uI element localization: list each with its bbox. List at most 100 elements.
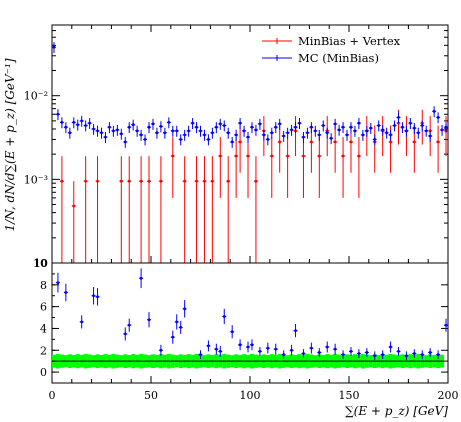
- data-point: [246, 345, 250, 349]
- data-point: [377, 124, 381, 127]
- main-y-ticks: 10 10⁻³ 10⁻²: [24, 24, 448, 270]
- data-point: [357, 352, 361, 355]
- data-point: [230, 330, 234, 334]
- data-point: [365, 129, 369, 133]
- data-point: [84, 124, 88, 127]
- data-point: [341, 353, 345, 357]
- series-minbias-vertex: [59, 109, 449, 263]
- data-point: [393, 124, 396, 127]
- data-point: [333, 347, 337, 351]
- data-point: [408, 121, 412, 125]
- legend-label-minbias-vertex: MinBias + Vertex: [298, 34, 401, 48]
- data-point: [96, 129, 99, 133]
- data-point: [80, 320, 84, 324]
- data-point: [175, 129, 179, 133]
- x-axis-label: ∑(E + p_z) [GeV]: [345, 404, 448, 418]
- data-point: [127, 323, 131, 327]
- data-point: [349, 125, 353, 129]
- data-point: [317, 351, 321, 354]
- data-point: [238, 343, 242, 347]
- data-point: [428, 351, 432, 354]
- data-point: [104, 135, 107, 139]
- data-point: [92, 294, 95, 298]
- data-point: [349, 140, 353, 144]
- ratio-y-tick-label: 2: [40, 344, 47, 357]
- data-point: [365, 351, 369, 354]
- data-point: [147, 125, 151, 129]
- data-point: [171, 129, 175, 133]
- data-point: [238, 140, 242, 144]
- data-point: [171, 154, 175, 158]
- data-point: [266, 138, 270, 141]
- ratio-y-tick-label: 0: [40, 366, 47, 379]
- data-point: [274, 125, 278, 129]
- ratio-y-ticks: 0 2 4 6 8 10: [33, 257, 448, 384]
- data-point: [127, 179, 131, 183]
- data-point: [389, 140, 392, 144]
- data-point: [341, 125, 345, 129]
- data-point: [68, 131, 72, 135]
- data-point: [357, 154, 361, 158]
- x-tick-label: 50: [144, 389, 158, 402]
- data-point: [119, 179, 123, 183]
- data-point: [139, 276, 143, 280]
- data-point: [333, 122, 337, 126]
- data-point: [258, 122, 262, 126]
- data-point: [234, 133, 238, 137]
- data-point: [183, 179, 187, 183]
- data-point: [183, 307, 187, 311]
- data-point: [432, 109, 436, 113]
- data-point: [258, 349, 262, 353]
- data-point: [218, 154, 222, 158]
- data-point: [203, 179, 206, 183]
- data-point: [250, 125, 254, 129]
- data-point: [135, 129, 139, 133]
- data-point: [218, 349, 222, 353]
- data-point: [401, 125, 404, 129]
- data-point: [199, 129, 202, 133]
- data-point: [361, 133, 365, 137]
- data-point: [147, 318, 151, 322]
- legend: MinBias + Vertex MC (MinBias): [262, 34, 401, 65]
- data-point: [191, 121, 194, 125]
- data-point: [139, 133, 143, 137]
- data-point: [250, 343, 254, 347]
- data-point: [282, 134, 286, 138]
- data-point: [345, 133, 349, 137]
- main-x-ticks: [51, 25, 449, 263]
- data-point: [298, 121, 301, 125]
- data-point: [381, 128, 385, 132]
- data-point: [143, 138, 147, 141]
- data-point: [127, 125, 131, 129]
- data-point: [84, 179, 88, 183]
- ratio-y-tick-label: 8: [40, 279, 47, 292]
- data-point: [353, 129, 357, 133]
- data-point: [309, 346, 313, 350]
- ratio-x-ticks: 0 50 100 150 200: [49, 376, 459, 402]
- data-point: [175, 320, 179, 324]
- data-point: [139, 179, 143, 183]
- data-point: [254, 128, 258, 132]
- data-point: [266, 346, 270, 350]
- data-point: [405, 129, 408, 133]
- data-point: [207, 138, 210, 141]
- data-point: [337, 128, 341, 132]
- data-point: [373, 354, 377, 358]
- data-point: [385, 131, 389, 135]
- data-point: [226, 179, 230, 183]
- data-point: [92, 127, 95, 131]
- data-point: [436, 353, 440, 357]
- data-point: [159, 124, 163, 128]
- data-point: [333, 140, 337, 144]
- data-point: [159, 179, 163, 183]
- data-point: [428, 134, 432, 138]
- data-point: [306, 131, 309, 135]
- data-point: [111, 129, 115, 133]
- data-point: [325, 131, 329, 135]
- data-point: [436, 140, 440, 144]
- data-point: [246, 154, 250, 158]
- data-point: [242, 129, 246, 133]
- data-point: [428, 129, 432, 133]
- data-point: [420, 353, 424, 357]
